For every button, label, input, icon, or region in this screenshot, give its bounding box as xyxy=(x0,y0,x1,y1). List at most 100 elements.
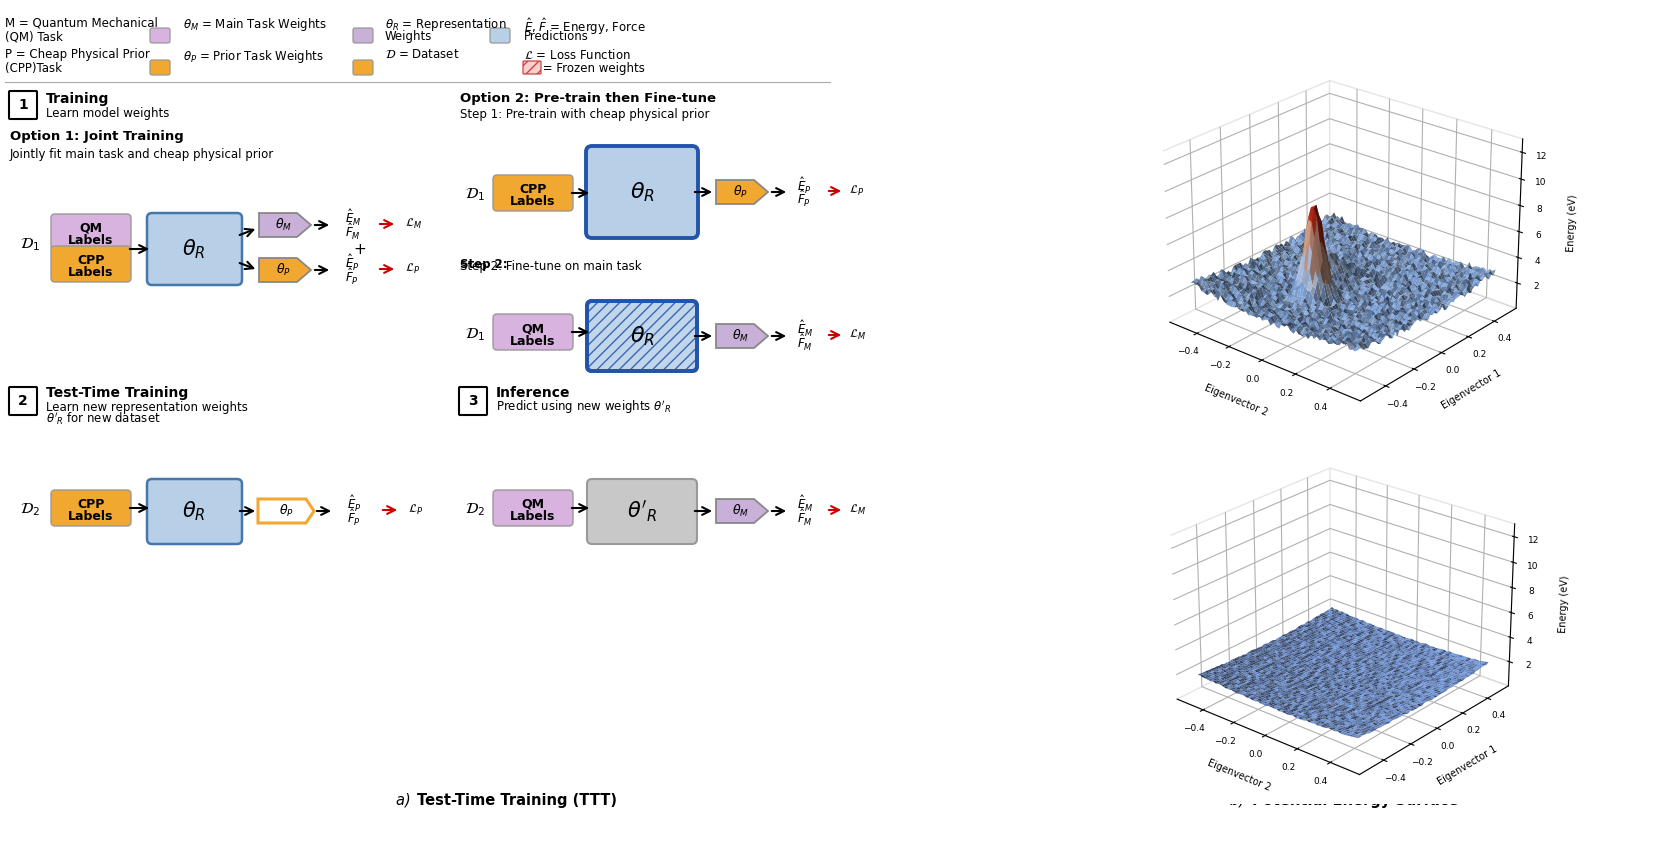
FancyBboxPatch shape xyxy=(149,28,171,43)
FancyBboxPatch shape xyxy=(353,60,373,75)
Text: (QM) Task: (QM) Task xyxy=(5,30,63,43)
Text: Labels: Labels xyxy=(68,266,114,278)
Text: 2: 2 xyxy=(18,394,28,408)
Text: $\mathcal{D}_2$: $\mathcal{D}_2$ xyxy=(20,502,40,519)
Text: Step 2:: Step 2: xyxy=(459,258,507,271)
FancyBboxPatch shape xyxy=(147,213,242,285)
Text: $\mathcal{D}_1$: $\mathcal{D}_1$ xyxy=(20,237,40,253)
FancyBboxPatch shape xyxy=(149,60,171,75)
Text: $\mathcal{L}_M$: $\mathcal{L}_M$ xyxy=(848,328,865,342)
Text: $\hat{E}$, $\hat{F}$ = Energy, Force: $\hat{E}$, $\hat{F}$ = Energy, Force xyxy=(524,16,645,37)
FancyBboxPatch shape xyxy=(51,214,131,250)
Text: Option 1: Joint Training: Option 1: Joint Training xyxy=(10,130,184,143)
Text: M = Quantum Mechanical: M = Quantum Mechanical xyxy=(5,16,157,29)
Text: Step 1: Pre-train with cheap physical prior: Step 1: Pre-train with cheap physical pr… xyxy=(459,108,709,121)
Polygon shape xyxy=(716,324,767,348)
Text: $\theta_R$: $\theta_R$ xyxy=(182,237,205,261)
FancyBboxPatch shape xyxy=(8,91,36,119)
Text: Learn new representation weights: Learn new representation weights xyxy=(46,400,249,414)
Polygon shape xyxy=(716,499,767,523)
Y-axis label: Eigenvector 1: Eigenvector 1 xyxy=(1435,744,1498,787)
Text: Before TTT: Before TTT xyxy=(1203,47,1294,63)
Text: CPP: CPP xyxy=(519,183,547,195)
FancyBboxPatch shape xyxy=(492,175,573,211)
Text: $\theta_R$: $\theta_R$ xyxy=(182,499,205,523)
FancyBboxPatch shape xyxy=(51,490,131,526)
Polygon shape xyxy=(258,213,312,237)
Text: $\mathcal{L}_M$: $\mathcal{L}_M$ xyxy=(848,503,865,517)
Text: Labels: Labels xyxy=(510,509,555,523)
Text: Step 2: Fine-tune on main task: Step 2: Fine-tune on main task xyxy=(459,260,641,273)
Text: QM: QM xyxy=(80,222,103,234)
Text: QM: QM xyxy=(522,322,543,336)
Text: a): a) xyxy=(396,793,414,807)
Text: $\theta_M$ = Main Task Weights: $\theta_M$ = Main Task Weights xyxy=(182,16,326,33)
Text: CPP: CPP xyxy=(78,254,104,266)
FancyBboxPatch shape xyxy=(459,387,487,415)
Text: 1: 1 xyxy=(18,98,28,112)
Text: $\mathcal{D}_1$: $\mathcal{D}_1$ xyxy=(464,187,486,203)
Text: $\hat{F}_P$: $\hat{F}_P$ xyxy=(345,267,358,287)
Polygon shape xyxy=(258,258,312,282)
FancyBboxPatch shape xyxy=(51,246,131,282)
X-axis label: Eigenvector 2: Eigenvector 2 xyxy=(1206,758,1273,793)
Text: $\hat{E}_P$: $\hat{E}_P$ xyxy=(797,176,810,196)
Text: Labels: Labels xyxy=(68,233,114,246)
Polygon shape xyxy=(716,180,767,204)
Text: Predictions: Predictions xyxy=(524,30,588,43)
Text: $\mathcal{D}_2$: $\mathcal{D}_2$ xyxy=(464,502,486,519)
Text: Predict using new weights $\theta'_R$: Predict using new weights $\theta'_R$ xyxy=(495,398,671,415)
FancyBboxPatch shape xyxy=(492,314,573,350)
Text: $\hat{F}_P$: $\hat{F}_P$ xyxy=(346,508,361,528)
FancyBboxPatch shape xyxy=(587,479,696,544)
FancyBboxPatch shape xyxy=(492,490,573,526)
Text: Labels: Labels xyxy=(68,509,114,523)
Text: Training: Training xyxy=(46,92,109,106)
Text: $\hat{E}_P$: $\hat{E}_P$ xyxy=(346,494,361,514)
Text: Test-Time Training (TTT): Test-Time Training (TTT) xyxy=(418,793,616,807)
FancyBboxPatch shape xyxy=(353,28,373,43)
Text: $\hat{E}_M$: $\hat{E}_M$ xyxy=(345,208,361,228)
Text: $\mathcal{L}$ = Loss Function: $\mathcal{L}$ = Loss Function xyxy=(524,48,630,62)
Text: $\hat{E}_M$: $\hat{E}_M$ xyxy=(797,494,814,514)
Text: $\mathcal{D}$ = Dataset: $\mathcal{D}$ = Dataset xyxy=(384,48,459,61)
Text: $\mathcal{L}_P$: $\mathcal{L}_P$ xyxy=(848,184,863,198)
Text: $\hat{F}_M$: $\hat{F}_M$ xyxy=(797,508,812,528)
Text: Weights: Weights xyxy=(384,30,432,43)
Text: Labels: Labels xyxy=(510,195,555,207)
Text: Test-Time Training: Test-Time Training xyxy=(46,386,189,400)
Y-axis label: Eigenvector 1: Eigenvector 1 xyxy=(1440,368,1503,411)
Text: $\theta_P$ = Prior Task Weights: $\theta_P$ = Prior Task Weights xyxy=(182,48,323,65)
Text: $\mathcal{L}_P$: $\mathcal{L}_P$ xyxy=(404,262,419,276)
Text: CPP: CPP xyxy=(78,497,104,510)
Text: $\theta_M$: $\theta_M$ xyxy=(275,217,292,233)
Text: $\hat{F}_M$: $\hat{F}_M$ xyxy=(345,222,361,242)
Text: = Frozen weights: = Frozen weights xyxy=(524,62,645,75)
Text: $\hat{E}_P$: $\hat{E}_P$ xyxy=(345,253,360,273)
Text: $\hat{F}_P$: $\hat{F}_P$ xyxy=(797,189,810,209)
Text: After TTT: After TTT xyxy=(1210,422,1289,437)
Text: $\hat{F}_M$: $\hat{F}_M$ xyxy=(797,333,812,353)
Text: $\mathcal{D}_1$: $\mathcal{D}_1$ xyxy=(464,327,486,343)
Text: b): b) xyxy=(1229,793,1249,807)
Text: Potential Energy Surface: Potential Energy Surface xyxy=(1251,793,1458,807)
Text: (CPP)Task: (CPP)Task xyxy=(5,62,61,75)
Text: Learn model weights: Learn model weights xyxy=(46,107,169,119)
Text: Labels: Labels xyxy=(510,334,555,348)
Text: $\theta_R$: $\theta_R$ xyxy=(630,324,655,348)
FancyBboxPatch shape xyxy=(587,301,696,371)
FancyBboxPatch shape xyxy=(147,479,242,544)
Text: Inference: Inference xyxy=(495,386,570,400)
Text: $\theta_M$: $\theta_M$ xyxy=(731,328,747,344)
Text: QM: QM xyxy=(522,497,543,510)
Text: $\theta_P$: $\theta_P$ xyxy=(278,503,293,519)
FancyBboxPatch shape xyxy=(490,28,510,43)
Text: $\theta_R$ = Representation: $\theta_R$ = Representation xyxy=(384,16,507,33)
Text: P = Cheap Physical Prior: P = Cheap Physical Prior xyxy=(5,48,149,61)
FancyBboxPatch shape xyxy=(522,61,540,74)
Text: Option 2: Pre-train then Fine-tune: Option 2: Pre-train then Fine-tune xyxy=(459,92,716,105)
Text: $\theta'_R$ for new dataset: $\theta'_R$ for new dataset xyxy=(46,410,161,427)
X-axis label: Eigenvector 2: Eigenvector 2 xyxy=(1203,382,1269,418)
Text: $\hat{E}_M$: $\hat{E}_M$ xyxy=(797,319,814,339)
Text: 3: 3 xyxy=(467,394,477,408)
